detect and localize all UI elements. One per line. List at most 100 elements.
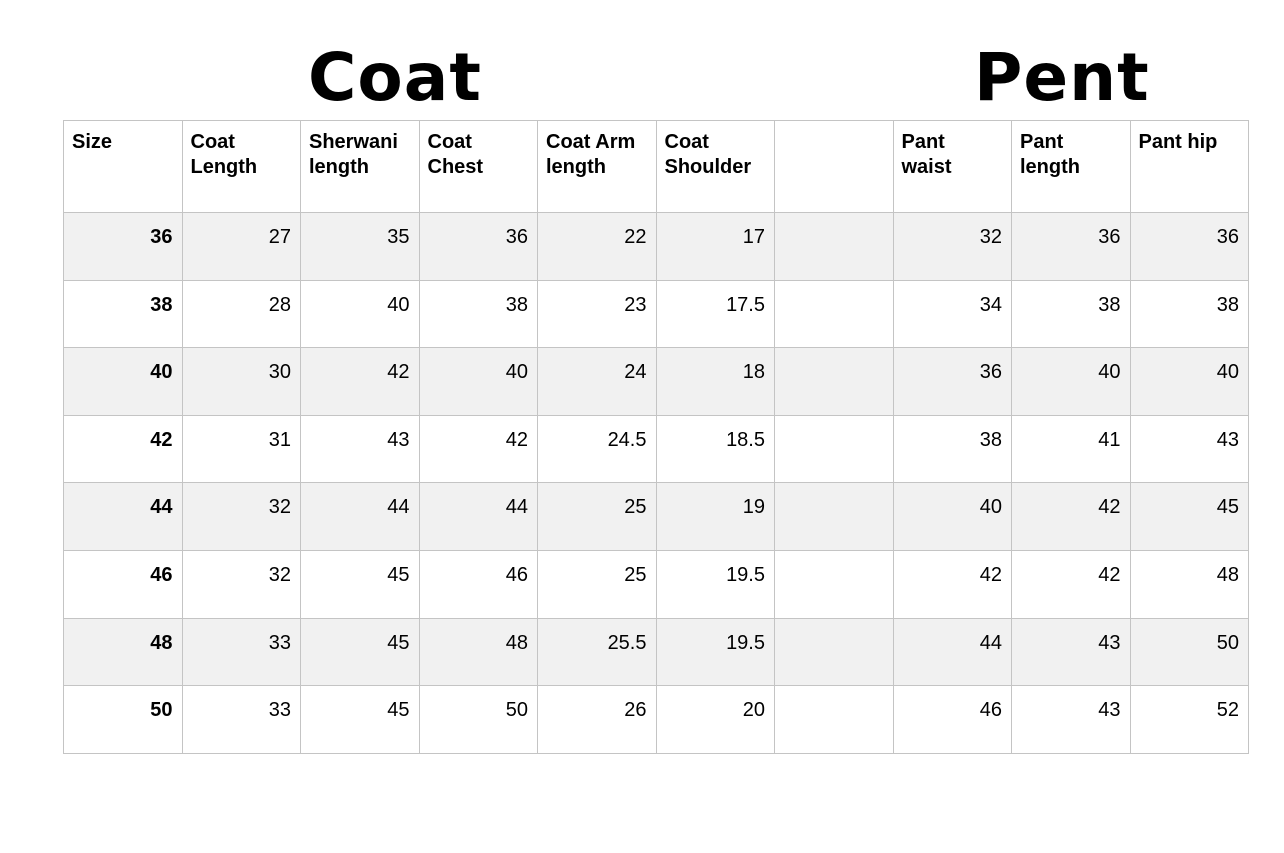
cell-coat-length: 32: [181, 549, 301, 619]
cell-pant-waist: 38: [892, 414, 1012, 484]
cell-coat-length: 31: [181, 414, 301, 484]
cell-coat-chest: 46: [418, 549, 538, 619]
cell-pant-waist: 34: [892, 279, 1012, 349]
cell-coat-length: 30: [181, 347, 301, 416]
table-row: 46 32 45 46 25 19.5 42 42 48: [63, 549, 1249, 619]
cell-pant-waist: 42: [892, 549, 1012, 619]
table-row: 36 27 35 36 22 17 32 36 36: [63, 212, 1249, 281]
cell-coat-length: 28: [181, 279, 301, 349]
cell-spacer: [774, 617, 894, 687]
cell-pant-length: 43: [1011, 685, 1131, 754]
cell-spacer: [774, 347, 894, 416]
table-header-row: Size Coat Length Sherwani length Coat Ch…: [63, 120, 1249, 213]
cell-size: 40: [63, 347, 183, 416]
header-spacer: [774, 120, 894, 213]
cell-pant-length: 36: [1011, 212, 1131, 281]
cell-pant-length: 38: [1011, 279, 1131, 349]
cell-coat-shoulder: 19.5: [655, 617, 775, 687]
cell-pant-hip: 50: [1129, 617, 1249, 687]
cell-coat-shoulder: 18.5: [655, 414, 775, 484]
cell-coat-shoulder: 18: [655, 347, 775, 416]
cell-size: 48: [63, 617, 183, 687]
cell-spacer: [774, 279, 894, 349]
cell-coat-shoulder: 19.5: [655, 549, 775, 619]
cell-coat-arm-length: 25: [537, 549, 657, 619]
cell-size: 50: [63, 685, 183, 754]
cell-size: 42: [63, 414, 183, 484]
cell-coat-arm-length: 23: [537, 279, 657, 349]
cell-sherwani-length: 45: [300, 617, 420, 687]
cell-sherwani-length: 35: [300, 212, 420, 281]
cell-coat-arm-length: 22: [537, 212, 657, 281]
cell-pant-waist: 32: [892, 212, 1012, 281]
cell-coat-length: 27: [181, 212, 301, 281]
cell-pant-hip: 45: [1129, 482, 1249, 551]
header-coat-shoulder: Coat Shoulder: [655, 120, 775, 213]
table-row: 42 31 43 42 24.5 18.5 38 41 43: [63, 414, 1249, 484]
cell-size: 44: [63, 482, 183, 551]
header-pant-hip: Pant hip: [1129, 120, 1249, 213]
table-row: 48 33 45 48 25.5 19.5 44 43 50: [63, 617, 1249, 687]
cell-coat-chest: 42: [418, 414, 538, 484]
cell-coat-chest: 38: [418, 279, 538, 349]
cell-pant-waist: 36: [892, 347, 1012, 416]
cell-pant-length: 42: [1011, 482, 1131, 551]
cell-sherwani-length: 40: [300, 279, 420, 349]
cell-sherwani-length: 45: [300, 685, 420, 754]
size-chart-table: Size Coat Length Sherwani length Coat Ch…: [63, 120, 1249, 754]
cell-size: 46: [63, 549, 183, 619]
cell-pant-length: 41: [1011, 414, 1131, 484]
cell-pant-waist: 44: [892, 617, 1012, 687]
header-pant-waist: Pant waist: [892, 120, 1012, 213]
cell-coat-shoulder: 20: [655, 685, 775, 754]
cell-spacer: [774, 685, 894, 754]
cell-coat-shoulder: 17: [655, 212, 775, 281]
cell-spacer: [774, 482, 894, 551]
cell-coat-arm-length: 25.5: [537, 617, 657, 687]
cell-coat-chest: 44: [418, 482, 538, 551]
cell-pant-length: 43: [1011, 617, 1131, 687]
header-size: Size: [63, 120, 183, 213]
cell-pant-hip: 36: [1129, 212, 1249, 281]
cell-pant-hip: 38: [1129, 279, 1249, 349]
cell-coat-chest: 36: [418, 212, 538, 281]
cell-pant-hip: 43: [1129, 414, 1249, 484]
cell-spacer: [774, 549, 894, 619]
cell-spacer: [774, 212, 894, 281]
cell-coat-arm-length: 25: [537, 482, 657, 551]
cell-coat-length: 33: [181, 685, 301, 754]
cell-sherwani-length: 44: [300, 482, 420, 551]
cell-coat-arm-length: 24: [537, 347, 657, 416]
cell-pant-hip: 48: [1129, 549, 1249, 619]
cell-coat-arm-length: 26: [537, 685, 657, 754]
cell-pant-length: 40: [1011, 347, 1131, 416]
cell-pant-waist: 40: [892, 482, 1012, 551]
header-coat-length: Coat Length: [181, 120, 301, 213]
cell-pant-length: 42: [1011, 549, 1131, 619]
cell-coat-chest: 48: [418, 617, 538, 687]
cell-sherwani-length: 42: [300, 347, 420, 416]
cell-coat-length: 32: [181, 482, 301, 551]
table-row: 40 30 42 40 24 18 36 40 40: [63, 347, 1249, 416]
header-sherwani-length: Sherwani length: [300, 120, 420, 213]
cell-spacer: [774, 414, 894, 484]
cell-pant-hip: 52: [1129, 685, 1249, 754]
cell-sherwani-length: 45: [300, 549, 420, 619]
cell-coat-shoulder: 17.5: [655, 279, 775, 349]
cell-coat-shoulder: 19: [655, 482, 775, 551]
table-body: 36 27 35 36 22 17 32 36 36 38 28 40 38 23 17.5 34 38 38 40…: [63, 212, 1249, 754]
cell-pant-hip: 40: [1129, 347, 1249, 416]
header-coat-chest: Coat Chest: [418, 120, 538, 213]
header-pant-length: Pant length: [1011, 120, 1131, 213]
header-coat-arm-length: Coat Arm length: [537, 120, 657, 213]
coat-section-title: Coat: [308, 39, 482, 116]
cell-size: 38: [63, 279, 183, 349]
table-row: 50 33 45 50 26 20 46 43 52: [63, 685, 1249, 754]
cell-coat-arm-length: 24.5: [537, 414, 657, 484]
table-row: 38 28 40 38 23 17.5 34 38 38: [63, 279, 1249, 349]
cell-coat-chest: 40: [418, 347, 538, 416]
pent-section-title: Pent: [974, 39, 1150, 116]
cell-sherwani-length: 43: [300, 414, 420, 484]
cell-coat-length: 33: [181, 617, 301, 687]
